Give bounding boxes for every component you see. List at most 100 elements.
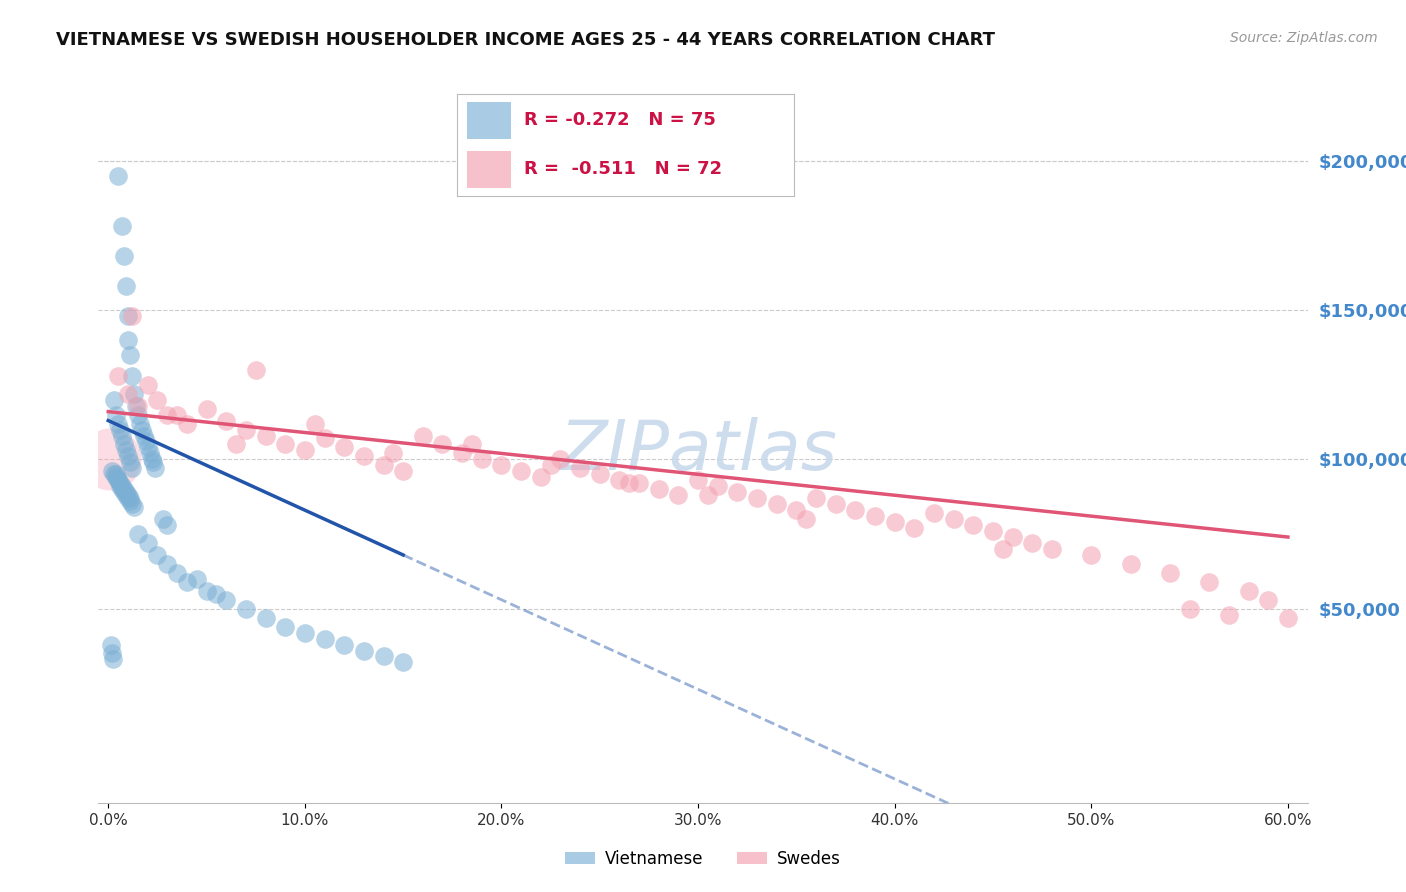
Point bbox=[156, 408, 179, 422]
Point bbox=[373, 458, 395, 473]
Point bbox=[121, 309, 143, 323]
Point bbox=[111, 479, 134, 493]
Point bbox=[1218, 607, 1240, 622]
Point bbox=[451, 446, 474, 460]
Text: ZIPatlas: ZIPatlas bbox=[560, 417, 837, 484]
Point bbox=[121, 461, 143, 475]
Point bbox=[101, 647, 124, 661]
Point bbox=[648, 482, 671, 496]
Point bbox=[132, 428, 155, 442]
Point bbox=[112, 437, 135, 451]
Point bbox=[1021, 536, 1043, 550]
Point bbox=[550, 452, 572, 467]
Point bbox=[962, 518, 984, 533]
Point bbox=[688, 473, 710, 487]
Point bbox=[118, 491, 141, 506]
Point bbox=[118, 455, 141, 469]
Point bbox=[103, 467, 125, 482]
Point bbox=[127, 408, 149, 422]
Point bbox=[98, 452, 121, 467]
Point bbox=[136, 441, 159, 455]
Point bbox=[235, 601, 257, 615]
Point bbox=[152, 512, 174, 526]
Point bbox=[1277, 610, 1299, 624]
Point bbox=[314, 432, 336, 446]
Point bbox=[156, 518, 179, 533]
Point bbox=[107, 473, 129, 487]
Point bbox=[121, 497, 143, 511]
Point bbox=[883, 515, 905, 529]
Point bbox=[112, 249, 135, 263]
Point bbox=[141, 452, 163, 467]
Point bbox=[1159, 566, 1181, 580]
Legend: Vietnamese, Swedes: Vietnamese, Swedes bbox=[558, 843, 848, 874]
Point bbox=[569, 461, 592, 475]
Point bbox=[373, 649, 395, 664]
Point bbox=[176, 417, 198, 431]
Point bbox=[105, 467, 128, 482]
Text: Source: ZipAtlas.com: Source: ZipAtlas.com bbox=[1230, 31, 1378, 45]
Point bbox=[353, 643, 375, 657]
Point bbox=[510, 464, 533, 478]
Point bbox=[112, 485, 135, 500]
Point bbox=[922, 506, 945, 520]
Point bbox=[108, 479, 131, 493]
Point bbox=[991, 541, 1014, 556]
Point bbox=[166, 566, 188, 580]
Point bbox=[101, 652, 124, 666]
Point bbox=[108, 423, 131, 437]
Point bbox=[195, 583, 218, 598]
Point bbox=[412, 428, 434, 442]
Point bbox=[125, 399, 148, 413]
Point bbox=[117, 491, 139, 506]
Point bbox=[844, 503, 866, 517]
Point bbox=[127, 399, 149, 413]
Point bbox=[115, 485, 138, 500]
Point bbox=[111, 428, 134, 442]
Point bbox=[100, 638, 122, 652]
Point bbox=[245, 363, 267, 377]
Point bbox=[619, 476, 641, 491]
Point bbox=[115, 443, 138, 458]
Point bbox=[1080, 548, 1102, 562]
Point bbox=[392, 464, 415, 478]
Point bbox=[333, 441, 356, 455]
Point bbox=[122, 500, 145, 515]
Point bbox=[254, 428, 277, 442]
Point bbox=[101, 464, 124, 478]
Point bbox=[103, 392, 125, 407]
Point bbox=[530, 470, 553, 484]
Point bbox=[131, 423, 153, 437]
Point bbox=[628, 476, 651, 491]
Point bbox=[215, 592, 238, 607]
Point bbox=[117, 386, 139, 401]
Point bbox=[105, 470, 128, 484]
Point bbox=[471, 452, 494, 467]
Point bbox=[274, 619, 297, 633]
Point bbox=[195, 401, 218, 416]
Point bbox=[128, 417, 150, 431]
Point bbox=[127, 527, 149, 541]
Point bbox=[136, 536, 159, 550]
Point bbox=[706, 479, 728, 493]
Point bbox=[107, 169, 129, 183]
Point bbox=[145, 461, 167, 475]
Point bbox=[392, 656, 415, 670]
Point bbox=[176, 574, 198, 589]
Point bbox=[166, 408, 188, 422]
Point bbox=[146, 548, 169, 562]
Point bbox=[1237, 583, 1260, 598]
Point bbox=[794, 512, 817, 526]
Point bbox=[294, 443, 316, 458]
Point bbox=[745, 491, 768, 506]
Point bbox=[135, 434, 157, 449]
Point bbox=[981, 524, 1004, 538]
Point bbox=[382, 446, 405, 460]
Point bbox=[118, 494, 141, 508]
Point bbox=[785, 503, 807, 517]
Point bbox=[942, 512, 965, 526]
Point bbox=[668, 488, 690, 502]
Point bbox=[107, 473, 129, 487]
Point bbox=[491, 458, 513, 473]
Point bbox=[725, 485, 748, 500]
